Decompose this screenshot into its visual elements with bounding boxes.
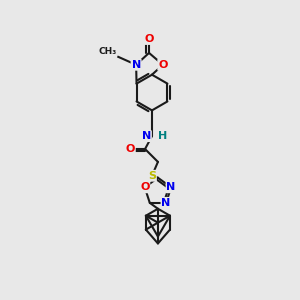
Text: CH₃: CH₃	[98, 47, 116, 56]
Text: N: N	[142, 131, 151, 141]
Text: S: S	[148, 171, 156, 181]
Text: O: O	[140, 182, 149, 192]
Text: N: N	[167, 182, 176, 192]
Text: N: N	[161, 198, 171, 208]
Text: O: O	[125, 144, 135, 154]
Text: O: O	[158, 60, 168, 70]
Text: H: H	[158, 131, 167, 141]
Text: N: N	[131, 60, 141, 70]
Text: O: O	[144, 34, 154, 44]
